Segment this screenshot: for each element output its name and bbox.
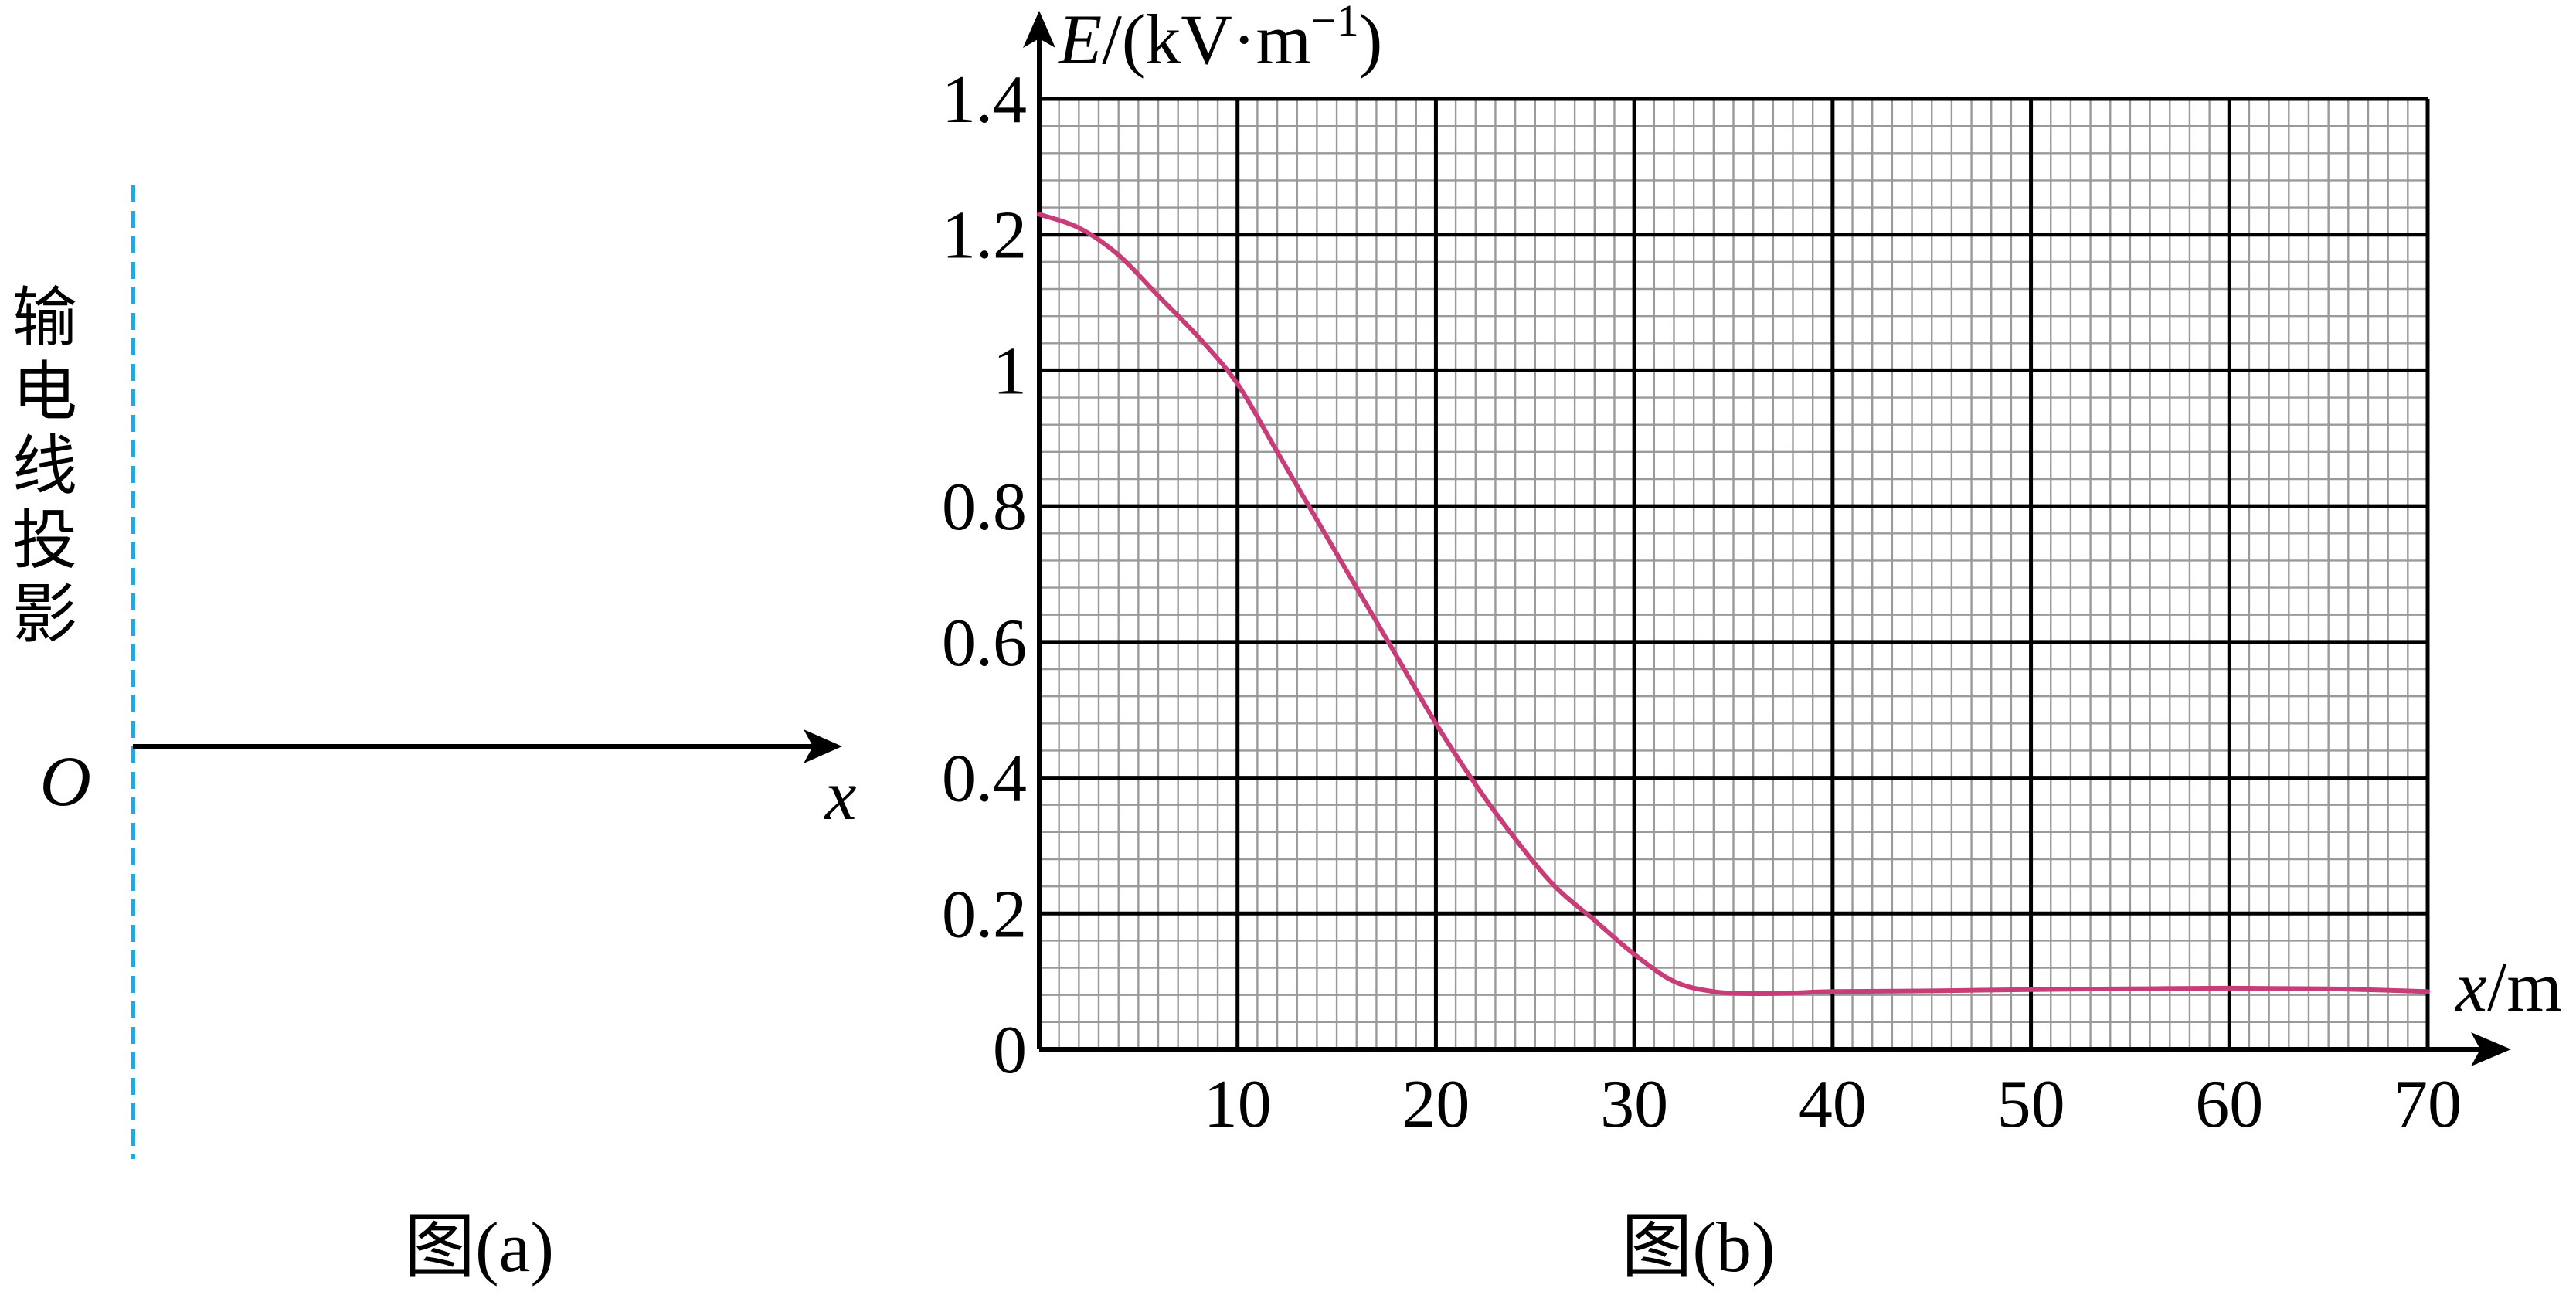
y-tick-label: 0.2: [942, 877, 1027, 952]
power-line-projection-label: 输电线投影: [12, 280, 77, 652]
y-axis-label: E/(kV·m−1): [1057, 0, 1382, 79]
vertical-label-group: 输电线投影: [12, 280, 77, 652]
x-tick-labels: 10 20 30 40 50 60 70: [1204, 1067, 2462, 1142]
y-tick-label: 0.8: [942, 470, 1027, 545]
x-tick-label: 10: [1204, 1067, 1272, 1142]
x-axis-label: x/m: [2454, 947, 2562, 1026]
y-axis-arrowhead: [1023, 11, 1055, 48]
x-tick-label: 30: [1600, 1067, 1668, 1142]
y-tick-label: 1.4: [942, 63, 1027, 138]
y-tick-label: 1.2: [942, 199, 1027, 274]
y-axis-label-exponent: −1: [1311, 0, 1359, 46]
figure-b: 0 0.2 0.4 0.6 0.8 1 1.2 1.4 10 20 30 40 50 60 70 E/(k…: [942, 0, 2562, 1287]
vertical-label-char: 线: [12, 428, 77, 504]
x-axis-label-unit: /m: [2487, 947, 2562, 1026]
caption-a: 图(a): [404, 1208, 554, 1287]
y-tick-label: 1: [993, 334, 1027, 409]
figure-a: 输电线投影 O x 图(a): [12, 185, 857, 1287]
minor-grid: [1038, 97, 2429, 1051]
y-tick-label: 0.6: [942, 606, 1027, 681]
vertical-label-char: 投: [12, 502, 77, 578]
vertical-label-char: 输: [12, 280, 77, 355]
x-tick-label: 70: [2394, 1067, 2462, 1142]
x-tick-label: 40: [1799, 1067, 1867, 1142]
y-tick-label: 0.4: [942, 742, 1027, 817]
vertical-label-char: 电: [12, 354, 77, 430]
vertical-label-char: 影: [12, 576, 77, 652]
y-axis-label-close: ): [1359, 0, 1383, 79]
e-field-curve: [1037, 212, 2430, 997]
x-tick-label: 50: [1997, 1067, 2065, 1142]
y-tick-label: 0: [993, 1013, 1027, 1088]
origin-label: O: [40, 742, 91, 821]
x-tick-label: 60: [2195, 1067, 2263, 1142]
caption-b: 图(b): [1621, 1208, 1775, 1287]
x-axis-arrowhead: [2471, 1032, 2511, 1066]
x-axis-a-label: x: [824, 756, 857, 834]
x-axis-label-var: x: [2454, 947, 2487, 1026]
x-tick-label: 20: [1402, 1067, 1470, 1142]
x-axis-a-arrowhead: [804, 729, 842, 763]
y-axis-label-unit: /(kV·m: [1102, 0, 1311, 79]
y-axis-label-var: E: [1057, 0, 1102, 79]
y-tick-labels: 0 0.2 0.4 0.6 0.8 1 1.2 1.4: [942, 63, 1027, 1088]
